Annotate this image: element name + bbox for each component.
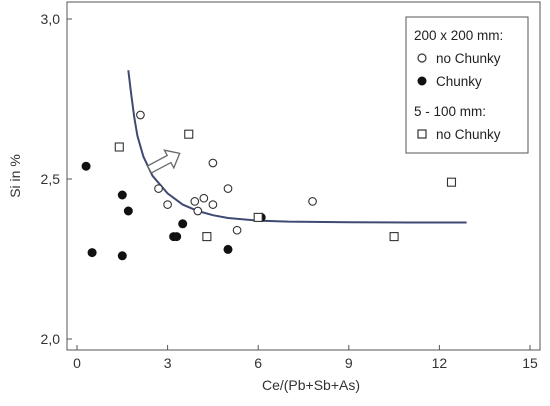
point-open-circle bbox=[193, 206, 203, 216]
x-axis-title: Ce/(Pb+Sb+As) bbox=[262, 377, 360, 393]
point-open-square bbox=[184, 129, 194, 139]
point-filled-circle bbox=[172, 232, 182, 242]
point-open-square bbox=[253, 212, 263, 222]
plot-frame bbox=[66, 1, 541, 351]
x-tick-label: 3 bbox=[164, 355, 172, 371]
point-open-circle bbox=[136, 110, 145, 120]
data-points bbox=[81, 110, 457, 261]
legend-group1-title: 200 x 200 mm: bbox=[414, 28, 503, 43]
y-axis-title: Si in % bbox=[7, 154, 23, 198]
point-open-circle bbox=[208, 158, 218, 168]
legend-label-no-chunky: no Chunky bbox=[436, 51, 501, 66]
x-tick-label: 12 bbox=[432, 355, 448, 371]
y-tick-label: 3,0 bbox=[41, 11, 61, 27]
legend-marker-no-chunky-circle bbox=[417, 53, 427, 63]
legend-group2-title: 5 - 100 mm: bbox=[414, 104, 486, 119]
arrow-shape bbox=[146, 149, 181, 174]
x-axis: 0 3 6 9 12 15 bbox=[73, 345, 538, 371]
point-open-circle bbox=[163, 200, 172, 209]
point-filled-circle bbox=[81, 161, 91, 171]
legend-marker-no-chunky-square bbox=[417, 129, 427, 139]
direction-arrow bbox=[146, 149, 181, 174]
point-filled-circle bbox=[178, 219, 188, 229]
point-open-square bbox=[114, 142, 124, 152]
point-open-circle bbox=[223, 184, 233, 193]
y-tick-label: 2,5 bbox=[41, 171, 61, 187]
point-open-square bbox=[446, 177, 457, 187]
point-filled-circle bbox=[123, 206, 133, 216]
point-open-square bbox=[202, 232, 212, 242]
point-open-circle bbox=[190, 197, 200, 206]
point-open-circle bbox=[208, 200, 218, 209]
legend-marker-chunky-circle bbox=[417, 76, 427, 86]
trend-curve bbox=[127, 70, 467, 224]
legend-label-chunky: Chunky bbox=[436, 74, 482, 89]
point-open-square bbox=[389, 232, 399, 242]
x-tick-label: 6 bbox=[254, 355, 262, 371]
y-axis: 2,0 2,5 3,0 bbox=[41, 11, 72, 347]
legend-label-no-chunky-square: no Chunky bbox=[436, 127, 501, 142]
point-open-circle bbox=[232, 225, 242, 235]
y-tick-label: 2,0 bbox=[41, 331, 61, 347]
x-tick-label: 9 bbox=[345, 355, 353, 371]
point-filled-circle bbox=[117, 190, 127, 200]
point-open-circle bbox=[199, 193, 209, 203]
point-open-circle bbox=[154, 184, 163, 193]
point-open-circle bbox=[308, 197, 317, 206]
x-tick-label: 0 bbox=[73, 355, 81, 371]
point-filled-circle bbox=[117, 251, 127, 261]
x-tick-label: 15 bbox=[522, 355, 538, 371]
point-filled-circle bbox=[223, 244, 233, 254]
legend: 200 x 200 mm: no Chunky Chunky 5 - 100 m… bbox=[405, 16, 529, 154]
point-filled-circle bbox=[87, 248, 97, 258]
